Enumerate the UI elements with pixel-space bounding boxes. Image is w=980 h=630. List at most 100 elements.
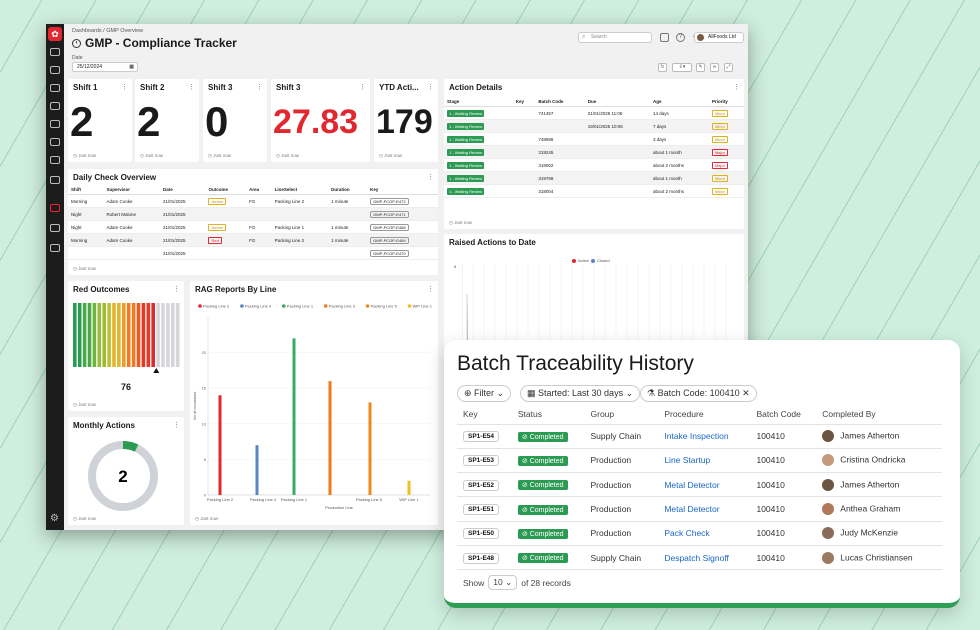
link-icon[interactable]: ∞	[710, 63, 719, 72]
table-row[interactable]: SP1-E54 ⊘ Completed Supply Chain Intake Ins…	[457, 424, 942, 449]
key-badge[interactable]: SP1-E51	[463, 504, 500, 516]
bar-packing-line-3[interactable]	[328, 381, 332, 495]
table-row[interactable]: 1 - Waiting Review 748596 3 days Minor	[444, 132, 744, 146]
filter-button[interactable]: ⊕ Filter ⌄	[457, 385, 512, 402]
column-header[interactable]: Area	[246, 185, 272, 195]
key-badge[interactable]: SP1-E53	[463, 455, 500, 467]
table-row[interactable]: Morning Adam Cooke 21/01/2025 Red FG Packing …	[68, 233, 438, 247]
column-header[interactable]: Shift	[68, 185, 104, 195]
table-row[interactable]: 1 - Waiting Review 319245 about 1 month Maj…	[444, 145, 744, 159]
nav-video-icon[interactable]	[50, 102, 60, 110]
kebab-menu-icon[interactable]: ⋮	[427, 174, 434, 181]
nav-dashboard-icon[interactable]	[50, 204, 60, 212]
kebab-menu-icon[interactable]: ⋮	[359, 84, 366, 91]
bar-packing-line-5[interactable]	[368, 402, 372, 495]
table-row[interactable]: 1 - Waiting Review 741457 21/01/2025 11:06…	[444, 106, 744, 120]
key-badge[interactable]: GMP-PCOP-E468	[370, 223, 409, 231]
column-header[interactable]: Stage	[444, 97, 513, 107]
bar-packing-line-2[interactable]	[218, 395, 222, 495]
kebab-menu-icon[interactable]: ⋮	[173, 286, 180, 293]
table-row[interactable]: 21/01/2025 GMP-PCOP-E470	[68, 246, 438, 260]
column-header[interactable]: Duration	[328, 185, 368, 195]
table-row[interactable]: Morning Adam Cooke 21/01/2025 Amber FG Packin…	[68, 194, 438, 208]
close-icon[interactable]: ✕	[742, 388, 750, 398]
date-input[interactable]: 25/12/2024 ▦	[72, 62, 138, 72]
column-header[interactable]: Batch Code	[750, 404, 817, 425]
nav-rocket-icon[interactable]	[50, 176, 60, 184]
column-header[interactable]: Outcome	[205, 185, 247, 195]
table-row[interactable]: Night Robert Malone 21/01/2025 GMP-PCOP-E47…	[68, 207, 438, 221]
kebab-menu-icon[interactable]: ⋮	[256, 84, 263, 91]
nav-train-icon[interactable]	[50, 244, 60, 252]
nav-diamond-icon[interactable]	[50, 66, 60, 74]
procedure-link[interactable]: Metal Detector	[664, 479, 720, 490]
nav-inbox-icon[interactable]	[50, 84, 60, 92]
key-badge[interactable]: GMP-PCOP-E469	[370, 236, 409, 244]
table-row[interactable]: 1 - Waiting Review 19/01/2025 10:06 7 days…	[444, 119, 744, 133]
table-row[interactable]: SP1-E53 ⊘ Completed Production Line Startup…	[457, 448, 942, 474]
edit-icon[interactable]: ✎	[696, 63, 705, 72]
key-badge[interactable]: SP1-E50	[463, 528, 500, 540]
column-header[interactable]: Group	[584, 404, 659, 425]
column-header[interactable]: Supervisor	[103, 185, 161, 195]
column-header[interactable]: Key	[367, 185, 438, 195]
key-badge[interactable]: GMP-PCOP-E472	[370, 197, 409, 205]
column-header[interactable]: Date	[160, 185, 206, 195]
column-header[interactable]: Age	[650, 97, 709, 107]
page-size-select[interactable]: 10 ⌄	[488, 575, 518, 590]
table-row[interactable]: SP1-E50 ⊘ Completed Production Pack Check 10…	[457, 521, 942, 546]
table-row[interactable]: 1 - Waiting Review 319768 about 1 month Min…	[444, 171, 744, 185]
table-row[interactable]: Night Adam Cooke 21/01/2025 Amber FG Packing …	[68, 220, 438, 234]
key-badge[interactable]: SP1-E52	[463, 479, 500, 491]
fullscreen-icon[interactable]: ⤢	[724, 63, 733, 72]
table-row[interactable]: SP1-E52 ⊘ Completed Production Metal Detect…	[457, 472, 942, 498]
table-row[interactable]: SP1-E51 ⊘ Completed Production Metal Detect…	[457, 496, 942, 522]
column-header[interactable]: Key	[457, 404, 512, 425]
kebab-menu-icon[interactable]: ⋮	[173, 422, 180, 429]
procedure-link[interactable]: Despatch Signoff	[664, 552, 729, 563]
key-badge[interactable]: SP1-E54	[463, 431, 500, 443]
key-badge[interactable]: SP1-E48	[463, 552, 500, 564]
nav-chart-icon[interactable]	[50, 138, 60, 146]
back-arrow-icon[interactable]: ‹	[72, 38, 81, 48]
key-badge[interactable]: GMP-PCOP-E470	[370, 249, 409, 257]
bar-wip-line-1[interactable]	[407, 480, 411, 495]
org-switcher[interactable]: AllFoods Ltd	[694, 32, 744, 43]
table-row[interactable]: SP1-E48 ⊘ Completed Supply Chain Despatch S…	[457, 545, 942, 571]
kebab-menu-icon[interactable]: ⋮	[427, 84, 434, 91]
column-header[interactable]: Key	[512, 97, 536, 107]
table-row[interactable]: 1 - Waiting Review 319002 about 2 months Ma…	[444, 158, 744, 172]
procedure-link[interactable]: Pack Check	[664, 528, 710, 539]
procedure-link[interactable]: Metal Detector	[664, 504, 720, 515]
settings-gear-icon[interactable]: ⚙	[50, 513, 59, 524]
column-header[interactable]: Due	[584, 97, 651, 107]
table-row[interactable]: 1 - Waiting Review 318004 about 2 months Mi…	[444, 184, 744, 198]
nav-database-icon[interactable]	[50, 224, 60, 232]
column-header[interactable]: Batch Code	[535, 97, 585, 107]
column-header[interactable]: Status	[511, 404, 585, 425]
key-badge[interactable]: GMP-PCOP-E471	[370, 210, 409, 218]
kebab-menu-icon[interactable]: ⋮	[733, 84, 740, 91]
nav-home-icon[interactable]	[50, 120, 60, 128]
kebab-menu-icon[interactable]: ⋮	[427, 286, 434, 293]
search-input[interactable]: ⌕ Search	[578, 32, 652, 43]
batch-code-filter-chip[interactable]: ⚗ Batch Code: 100410 ✕	[640, 385, 757, 402]
bar-packing-line-1[interactable]	[292, 338, 296, 495]
nav-briefcase-icon[interactable]	[50, 156, 60, 164]
help-icon[interactable]: ?	[676, 33, 685, 42]
procedure-link[interactable]: Intake Inspection	[664, 431, 729, 442]
bar-packing-line-4[interactable]	[255, 445, 259, 495]
column-header[interactable]: Completed By	[816, 404, 942, 425]
kebab-menu-icon[interactable]: ⋮	[188, 84, 195, 91]
started-filter-chip[interactable]: ▦ Started: Last 30 days ⌄	[520, 385, 641, 402]
refresh-icon[interactable]: ↻	[658, 63, 667, 72]
breadcrumb[interactable]: Dashboards / GMP Overview	[72, 28, 144, 34]
column-header[interactable]: Procedure	[658, 404, 751, 425]
kebab-menu-icon[interactable]: ⋮	[121, 84, 128, 91]
procedure-link[interactable]: Line Startup	[664, 455, 711, 466]
monitor-icon[interactable]	[660, 33, 669, 42]
column-header[interactable]: LineSelect	[271, 185, 329, 195]
nav-org-icon[interactable]	[50, 48, 60, 56]
column-header[interactable]: Priority	[708, 97, 744, 107]
share-dropdown[interactable]: ⇪▾	[672, 63, 692, 72]
